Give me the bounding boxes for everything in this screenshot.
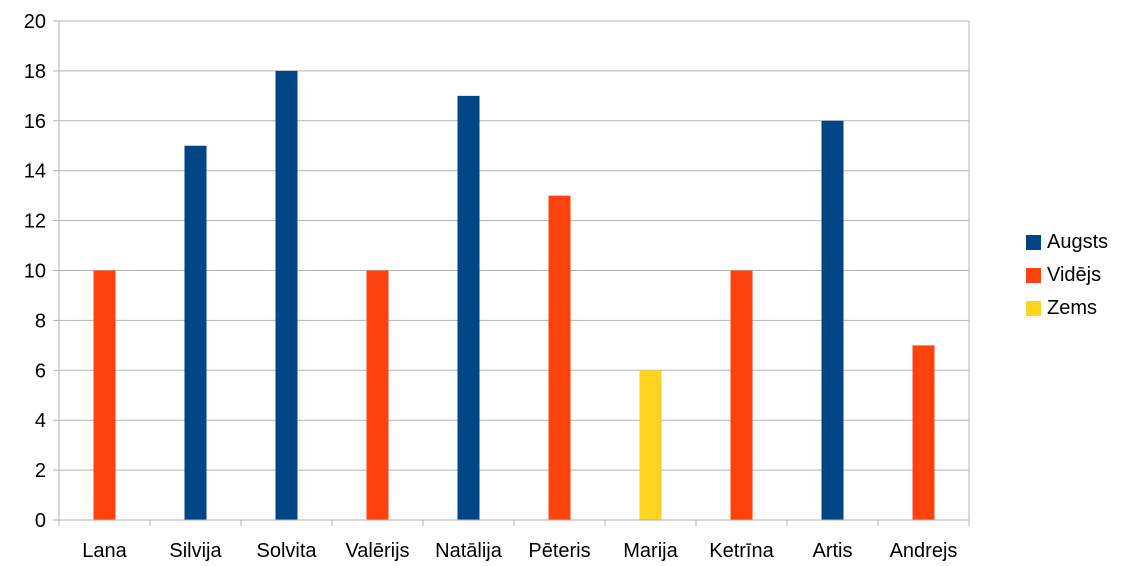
x-tick-label: Marija: [623, 540, 678, 562]
y-tick-labels: 0 2 4 6 8 10 12 14 16 18 20: [24, 11, 46, 532]
y-tick-label: 4: [35, 410, 46, 432]
y-tick-label: 14: [24, 161, 46, 183]
x-tick-label: Pēteris: [528, 540, 590, 562]
bar: [730, 270, 753, 520]
bar: [639, 370, 662, 520]
bar: [275, 70, 298, 521]
legend-item-videjs: Vidējs: [1026, 259, 1108, 292]
axes: [58, 20, 970, 526]
y-tick-label: 20: [24, 11, 46, 33]
y-tick-label: 10: [24, 261, 46, 283]
x-tick-labels: Lana Silvija Solvita Valērijs Natālija Pēteri…: [82, 540, 957, 562]
x-tick-label: Artis: [813, 540, 853, 562]
bar: [548, 195, 571, 520]
bar: [457, 95, 480, 520]
legend-label: Zems: [1047, 297, 1097, 319]
x-tick-label: Natālija: [435, 540, 503, 562]
bars: [93, 70, 935, 521]
gridlines: [53, 20, 969, 521]
legend-item-augsts: Augsts: [1026, 226, 1108, 259]
bar: [366, 270, 389, 520]
y-tick-label: 18: [24, 61, 46, 83]
y-tick-label: 2: [35, 460, 46, 482]
x-tick-label: Ketrīna: [709, 540, 774, 562]
bar: [93, 270, 116, 520]
bar: [184, 145, 207, 520]
legend-swatch: [1026, 235, 1041, 250]
legend-swatch: [1026, 301, 1041, 316]
x-tick-label: Solvita: [256, 540, 317, 562]
legend-label: Augsts: [1047, 231, 1109, 253]
legend: Augsts Vidējs Zems: [1026, 226, 1108, 325]
x-tick-label: Andrejs: [890, 540, 958, 562]
x-tick-label: Lana: [82, 540, 127, 562]
x-tick-label: Valērijs: [345, 540, 409, 562]
x-tick-label: Silvija: [169, 540, 222, 562]
legend-swatch: [1026, 268, 1041, 283]
legend-label: Vidējs: [1047, 264, 1102, 286]
bar: [912, 345, 935, 520]
y-tick-label: 6: [35, 360, 46, 382]
bar: [821, 120, 844, 521]
y-tick-label: 0: [35, 510, 46, 532]
y-tick-label: 16: [24, 111, 46, 133]
y-tick-label: 8: [35, 310, 46, 332]
legend-item-zems: Zems: [1026, 292, 1108, 325]
y-tick-label: 12: [24, 211, 46, 233]
